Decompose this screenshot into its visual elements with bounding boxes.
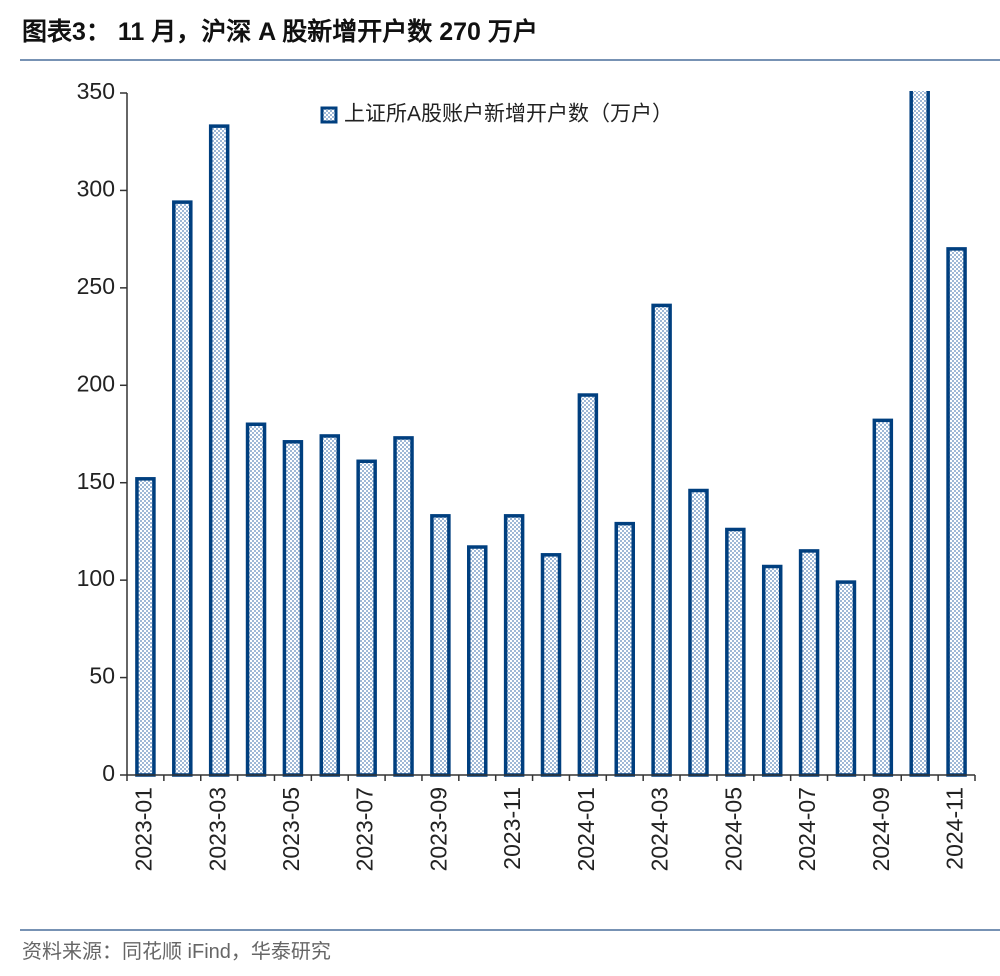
bar bbox=[503, 514, 525, 777]
y-tick-label: 350 bbox=[77, 78, 115, 104]
y-tick-label: 0 bbox=[102, 760, 115, 786]
legend-swatch bbox=[320, 106, 338, 124]
x-tick-label: 2024-07 bbox=[794, 787, 820, 871]
bar bbox=[430, 514, 451, 777]
bar bbox=[577, 393, 599, 777]
bar bbox=[946, 247, 967, 777]
x-tick-label: 2023-05 bbox=[278, 787, 304, 871]
y-tick-label: 300 bbox=[77, 176, 115, 202]
chart-title: 图表3： 11 月，沪深 A 股新增开户数 270 万户 bbox=[22, 17, 538, 46]
bar bbox=[761, 564, 783, 777]
bar bbox=[208, 124, 230, 777]
x-tick-label: 2024-09 bbox=[868, 787, 894, 871]
y-tick-label: 200 bbox=[77, 370, 115, 396]
x-tick-label: 2024-03 bbox=[647, 787, 673, 871]
x-tick-label: 2023-01 bbox=[131, 787, 157, 871]
bar bbox=[688, 488, 709, 777]
x-tick-label: 2024-11 bbox=[942, 787, 968, 870]
bar bbox=[245, 422, 267, 777]
x-tick-label: 2024-05 bbox=[720, 787, 746, 871]
bar bbox=[835, 580, 857, 777]
source-note: 资料来源：同花顺 iFind，华泰研究 bbox=[22, 940, 331, 963]
x-tick-label: 2023-03 bbox=[204, 787, 230, 871]
bar bbox=[872, 418, 894, 777]
y-tick-label: 50 bbox=[89, 663, 115, 689]
bar bbox=[467, 545, 488, 777]
bar bbox=[319, 434, 341, 777]
bar bbox=[172, 200, 193, 777]
bar bbox=[725, 527, 746, 777]
bar bbox=[393, 436, 414, 777]
x-tick-label: 2023-11 bbox=[499, 787, 525, 870]
bar bbox=[651, 303, 672, 777]
bar bbox=[356, 459, 377, 777]
bar bbox=[614, 521, 635, 777]
bar bbox=[282, 440, 304, 777]
bar bbox=[540, 553, 562, 777]
y-tick-label: 150 bbox=[77, 468, 115, 494]
bar bbox=[909, 91, 930, 777]
bar bbox=[798, 549, 820, 777]
x-tick-label: 2024-01 bbox=[573, 787, 599, 871]
bar bbox=[135, 477, 156, 777]
x-tick-label: 2023-09 bbox=[425, 787, 451, 871]
x-tick-label: 2023-07 bbox=[352, 787, 378, 871]
y-tick-label: 250 bbox=[77, 273, 115, 299]
legend-label: 上证所A股账户新增开户数（万户） bbox=[344, 103, 673, 126]
y-tick-label: 100 bbox=[77, 565, 115, 591]
